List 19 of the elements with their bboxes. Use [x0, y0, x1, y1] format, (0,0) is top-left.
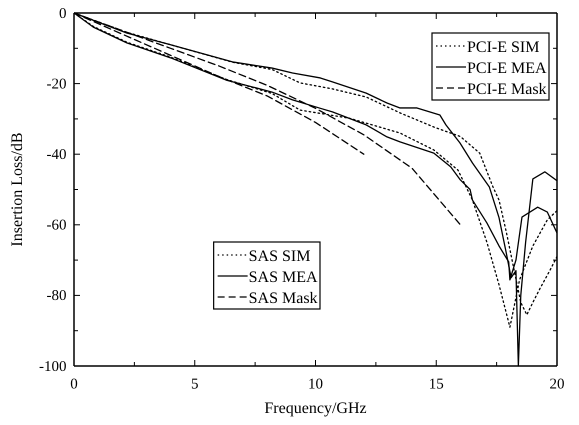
x-tick-label: 5	[191, 376, 198, 392]
x-tick-label: 15	[428, 376, 444, 392]
legend-label: PCI-E SIM	[467, 39, 540, 56]
y-tick-label: -20	[46, 76, 66, 92]
x-tick-label: 20	[550, 376, 564, 392]
legend-label: SAS SIM	[248, 248, 310, 265]
y-tick-label: -80	[46, 288, 66, 304]
y-axis-title: Insertion Loss/dB	[9, 132, 26, 247]
y-tick-label: -100	[39, 358, 66, 375]
legend-label: PCI-E Mask	[467, 81, 547, 98]
y-tick-label: 0	[59, 6, 66, 22]
x-axis-title: Frequency/GHz	[264, 400, 367, 417]
y-tick-label: -40	[46, 147, 66, 163]
legend-label: SAS MEA	[248, 269, 318, 286]
legend-label: SAS Mask	[248, 290, 318, 307]
x-tick-label: 10	[308, 376, 323, 392]
legend-label: PCI-E MEA	[467, 60, 547, 77]
x-tick-label: 0	[70, 376, 78, 392]
y-tick-label: -60	[46, 218, 66, 234]
